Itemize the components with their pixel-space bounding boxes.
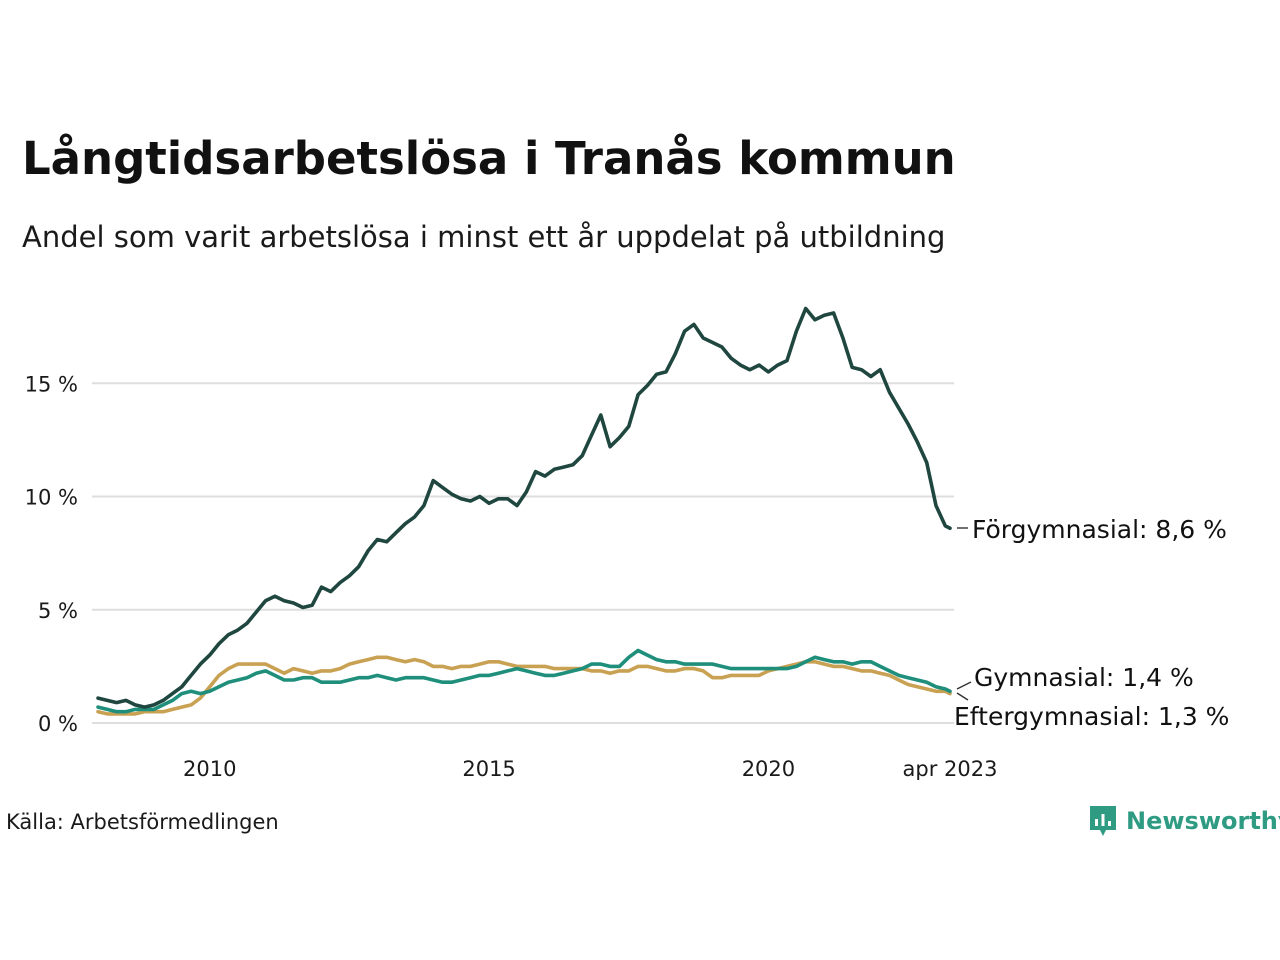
x-tick-label: apr 2023 — [903, 757, 998, 780]
y-tick-label: 0 % — [38, 712, 78, 736]
series-line-förgymnasial — [96, 306, 952, 709]
source-note: Källa: Arbetsförmedlingen — [6, 810, 279, 834]
brand-logo: Newsworthy — [1088, 804, 1280, 838]
series-end-label-eftergymnasial: Eftergymnasial: 1,3 % — [954, 702, 1229, 731]
series-lines — [96, 306, 952, 716]
label-leader-line — [956, 692, 969, 701]
y-tick-label: 15 % — [25, 372, 78, 396]
y-tick-label: 5 % — [38, 599, 78, 623]
series-end-label-förgymnasial: Förgymnasial: 8,6 % — [972, 515, 1227, 544]
y-axis-labels: 0 % 5 % 10 % 15 % — [25, 372, 78, 736]
series-line-eftergymnasial — [96, 655, 952, 716]
chart-title: Långtidsarbetslösa i Tranås kommun — [22, 132, 956, 185]
chart-subtitle: Andel som varit arbetslösa i minst ett å… — [22, 220, 946, 254]
line-chart: 0 % 5 % 10 % 15 % 2010 2015 2020 apr 2023 Förg… — [25, 306, 1229, 780]
x-axis-labels: 2010 2015 2020 apr 2023 — [183, 757, 997, 780]
series-end-label-gymnasial: Gymnasial: 1,4 % — [974, 663, 1194, 692]
brand-name: Newsworthy — [1126, 807, 1280, 835]
y-tick-label: 10 % — [25, 486, 78, 510]
newsworthy-icon — [1090, 806, 1116, 836]
series-end-labels: Förgymnasial: 8,6 % Gymnasial: 1,4 % Efter… — [954, 515, 1229, 731]
x-tick-label: 2020 — [742, 757, 795, 780]
x-tick-label: 2010 — [183, 757, 236, 780]
label-leader-line — [956, 681, 972, 690]
x-tick-label: 2015 — [462, 757, 515, 780]
series-line-gymnasial — [96, 648, 952, 714]
